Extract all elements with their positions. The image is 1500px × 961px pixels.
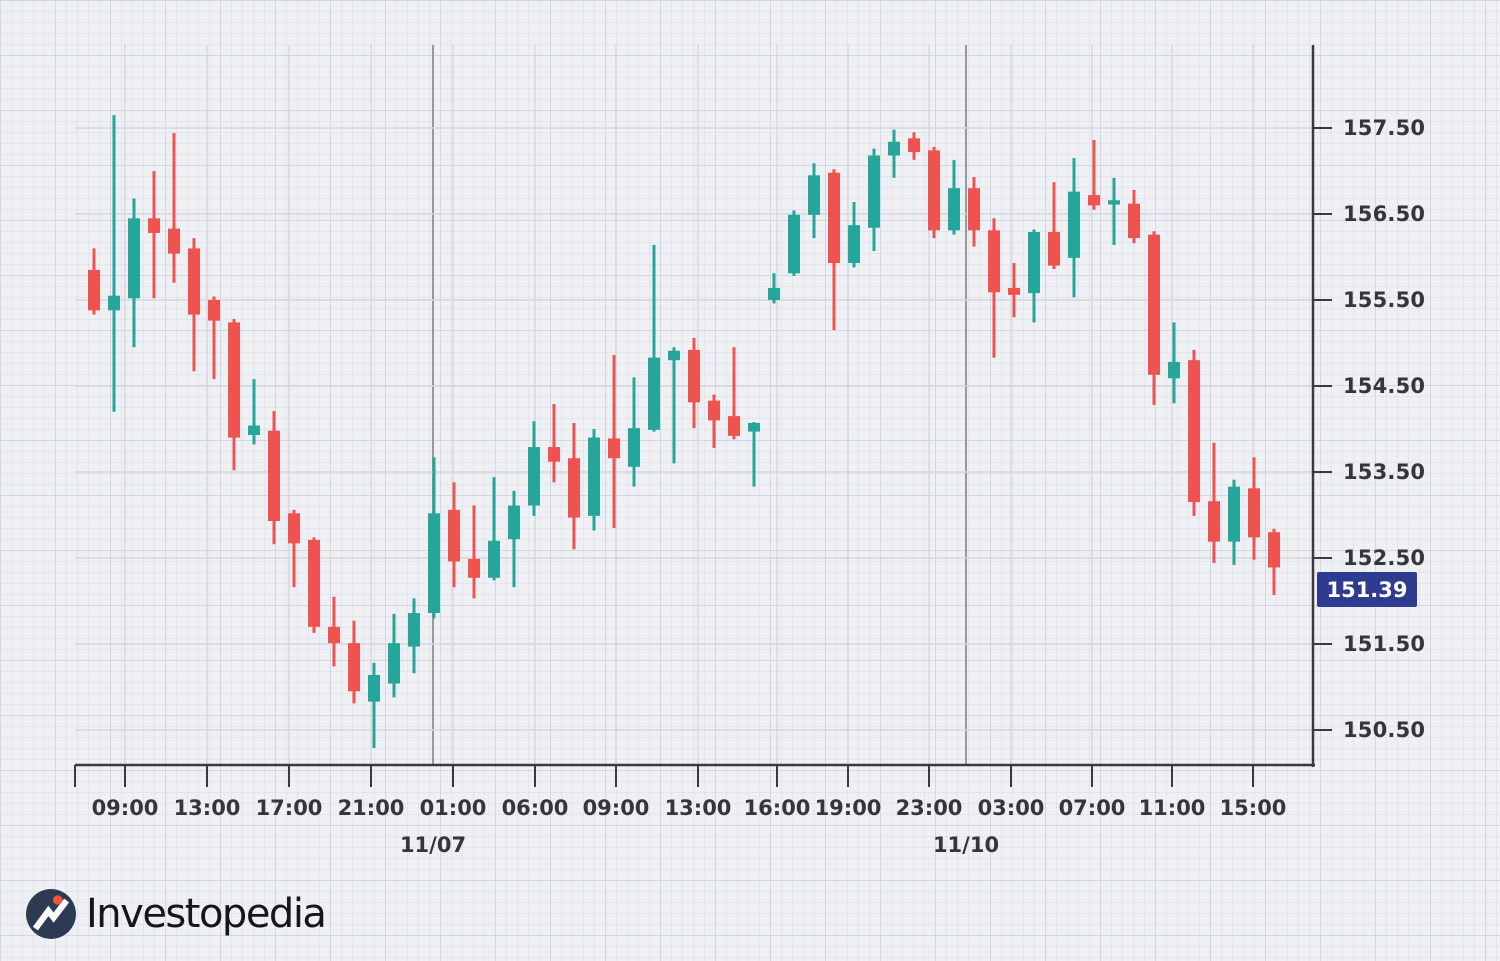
candle-body-up xyxy=(948,188,960,231)
candle-body-down xyxy=(928,150,940,231)
candle-body-down xyxy=(448,509,460,562)
candle-body-up xyxy=(588,437,600,516)
candle-body-up xyxy=(508,505,520,540)
candle-body-down xyxy=(688,349,700,403)
candle-body-up xyxy=(1028,232,1040,294)
candle-body-down xyxy=(908,138,920,153)
candle-body-up xyxy=(1108,200,1120,205)
candle-body-down xyxy=(1008,287,1020,295)
candle-body-up xyxy=(848,225,860,264)
candle-body-down xyxy=(208,300,220,321)
investopedia-logo: Investopedia xyxy=(25,886,327,942)
candle-body-down xyxy=(968,188,980,231)
candle-body-up xyxy=(648,357,660,430)
candle-body-down xyxy=(828,172,840,264)
candle-body-up xyxy=(628,428,640,467)
candle-body-up xyxy=(888,141,900,156)
candle-body-down xyxy=(1048,232,1060,266)
candle-body-down xyxy=(328,626,340,644)
candle-body-down xyxy=(1148,234,1160,375)
candle-body-up xyxy=(128,218,140,299)
candle-body-up xyxy=(528,447,540,506)
candle-body-down xyxy=(1248,488,1260,538)
candle-body-down xyxy=(268,430,280,522)
candle-body-down xyxy=(1188,360,1200,503)
investopedia-logo-icon xyxy=(26,889,76,939)
candle-body-down xyxy=(188,248,200,315)
candle-body-up xyxy=(388,643,400,684)
candle-body-up xyxy=(1228,486,1240,542)
candle-body-up xyxy=(408,613,420,647)
candle-body-down xyxy=(1208,501,1220,542)
candle-body-up xyxy=(808,175,820,215)
candle-body-down xyxy=(1088,195,1100,206)
candle-body-up xyxy=(748,422,760,432)
candle-body-up xyxy=(108,295,120,311)
candle-body-down xyxy=(88,269,100,311)
candle-body-down xyxy=(708,400,720,421)
candle-body-up xyxy=(488,540,500,578)
candle-body-up xyxy=(1068,191,1080,258)
last-price-badge: 151.39 xyxy=(1317,572,1417,607)
investopedia-logo-text: Investopedia xyxy=(86,891,327,937)
candle-body-up xyxy=(768,287,780,300)
candle-body-down xyxy=(728,416,740,436)
candle-body-up xyxy=(668,350,680,361)
candle-body-up xyxy=(248,425,260,436)
candle-body-down xyxy=(608,438,620,459)
candle-body-up xyxy=(788,214,800,274)
candle-body-down xyxy=(568,458,580,518)
candle-body-down xyxy=(348,643,360,692)
candle-body-up xyxy=(1168,361,1180,379)
candle-body-down xyxy=(148,218,160,233)
candle-body-down xyxy=(308,539,320,627)
candle-body-down xyxy=(1268,532,1280,568)
candle-body-up xyxy=(868,155,880,228)
candle-body-down xyxy=(168,228,180,254)
candle-body-down xyxy=(228,322,240,438)
candle-body-up xyxy=(428,513,440,614)
candle-body-down xyxy=(988,230,1000,293)
candle-body-down xyxy=(288,513,300,544)
candle-body-down xyxy=(468,558,480,578)
candle-body-down xyxy=(1128,203,1140,239)
candle-body-up xyxy=(368,674,380,702)
candle-body-down xyxy=(548,447,560,462)
